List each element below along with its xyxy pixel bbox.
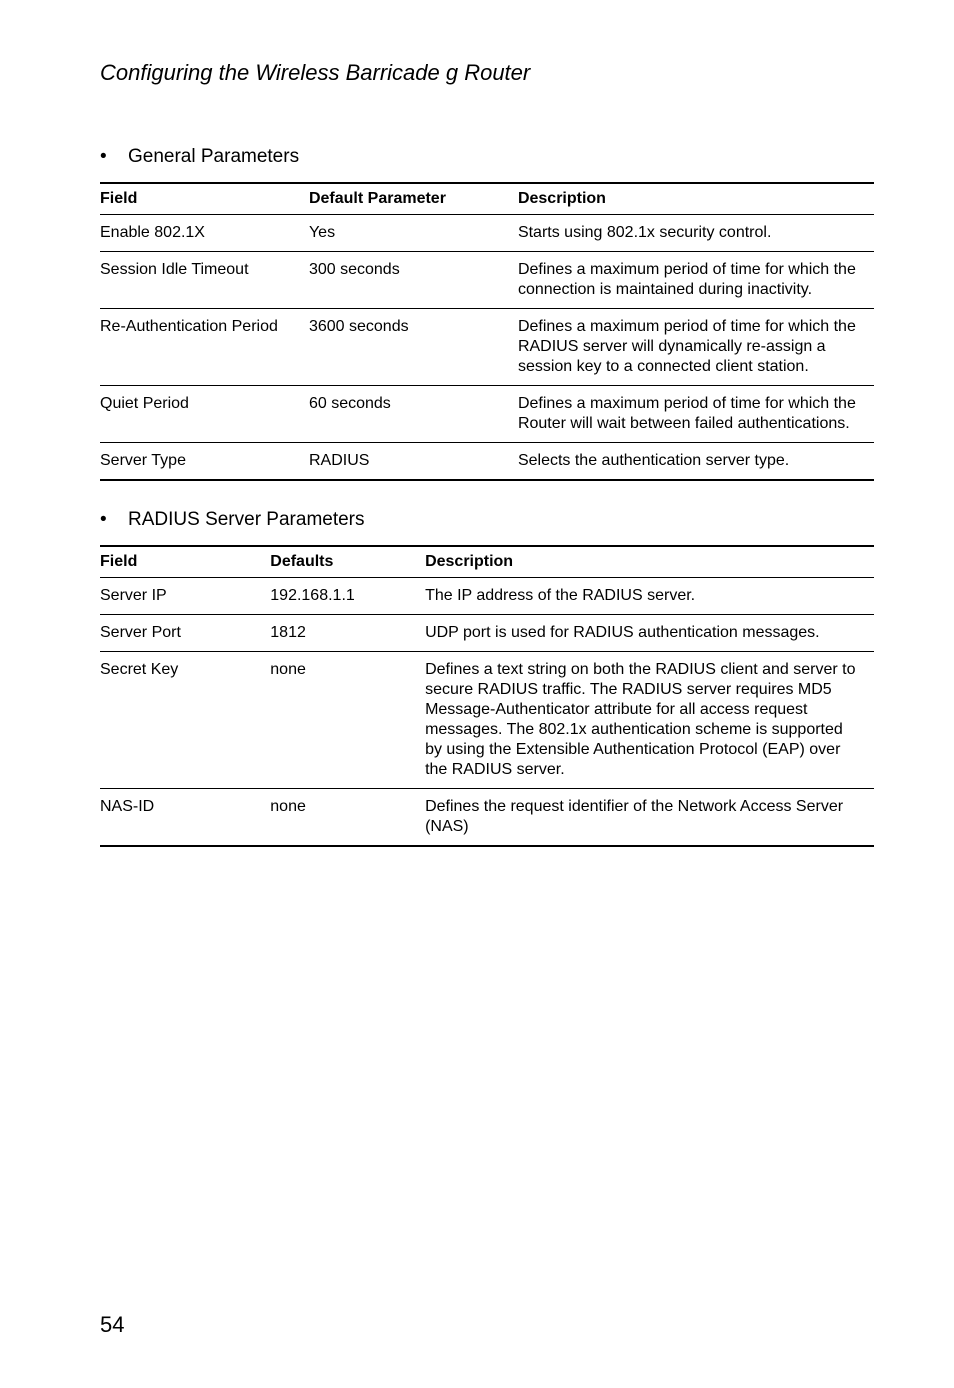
cell-default: 300 seconds — [309, 252, 518, 309]
cell-default: 3600 seconds — [309, 309, 518, 386]
cell-description: Selects the authentication server type. — [518, 443, 874, 481]
cell-description: The IP address of the RADIUS server. — [425, 578, 874, 615]
table-row: Re-Authentication Period 3600 seconds De… — [100, 309, 874, 386]
cell-description: UDP port is used for RADIUS authenticati… — [425, 615, 874, 652]
table-row: Server Type RADIUS Selects the authentic… — [100, 443, 874, 481]
table-row: NAS-ID none Defines the request identifi… — [100, 789, 874, 847]
radius-parameters-table: Field Defaults Description Server IP 192… — [100, 545, 874, 847]
cell-default: none — [270, 652, 425, 789]
cell-default: 1812 — [270, 615, 425, 652]
section2-heading: RADIUS Server Parameters — [128, 509, 874, 531]
cell-description: Defines the request identifier of the Ne… — [425, 789, 874, 847]
cell-field: Secret Key — [100, 652, 270, 789]
table-row: Session Idle Timeout 300 seconds Defines… — [100, 252, 874, 309]
cell-default: none — [270, 789, 425, 847]
col-description: Description — [518, 183, 874, 215]
cell-description: Defines a text string on both the RADIUS… — [425, 652, 874, 789]
col-field: Field — [100, 183, 309, 215]
running-head: Configuring the Wireless Barricade g Rou… — [100, 60, 874, 86]
general-parameters-table: Field Default Parameter Description Enab… — [100, 182, 874, 481]
cell-default: Yes — [309, 215, 518, 252]
col-default: Default Parameter — [309, 183, 518, 215]
cell-field: Enable 802.1X — [100, 215, 309, 252]
col-default: Defaults — [270, 546, 425, 578]
table-row: Server IP 192.168.1.1 The IP address of … — [100, 578, 874, 615]
cell-default: 60 seconds — [309, 386, 518, 443]
cell-field: Quiet Period — [100, 386, 309, 443]
table-row: Secret Key none Defines a text string on… — [100, 652, 874, 789]
table-header-row: Field Defaults Description — [100, 546, 874, 578]
table-row: Server Port 1812 UDP port is used for RA… — [100, 615, 874, 652]
table-row: Quiet Period 60 seconds Defines a maximu… — [100, 386, 874, 443]
cell-description: Defines a maximum period of time for whi… — [518, 252, 874, 309]
page-number: 54 — [100, 1312, 124, 1338]
table-header-row: Field Default Parameter Description — [100, 183, 874, 215]
cell-field: Server IP — [100, 578, 270, 615]
col-description: Description — [425, 546, 874, 578]
cell-default: 192.168.1.1 — [270, 578, 425, 615]
cell-description: Starts using 802.1x security control. — [518, 215, 874, 252]
col-field: Field — [100, 546, 270, 578]
cell-field: Session Idle Timeout — [100, 252, 309, 309]
section1-heading: General Parameters — [128, 146, 874, 168]
table-row: Enable 802.1X Yes Starts using 802.1x se… — [100, 215, 874, 252]
cell-field: Re-Authentication Period — [100, 309, 309, 386]
cell-field: Server Port — [100, 615, 270, 652]
cell-field: NAS-ID — [100, 789, 270, 847]
cell-description: Defines a maximum period of time for whi… — [518, 309, 874, 386]
cell-default: RADIUS — [309, 443, 518, 481]
cell-description: Defines a maximum period of time for whi… — [518, 386, 874, 443]
cell-field: Server Type — [100, 443, 309, 481]
